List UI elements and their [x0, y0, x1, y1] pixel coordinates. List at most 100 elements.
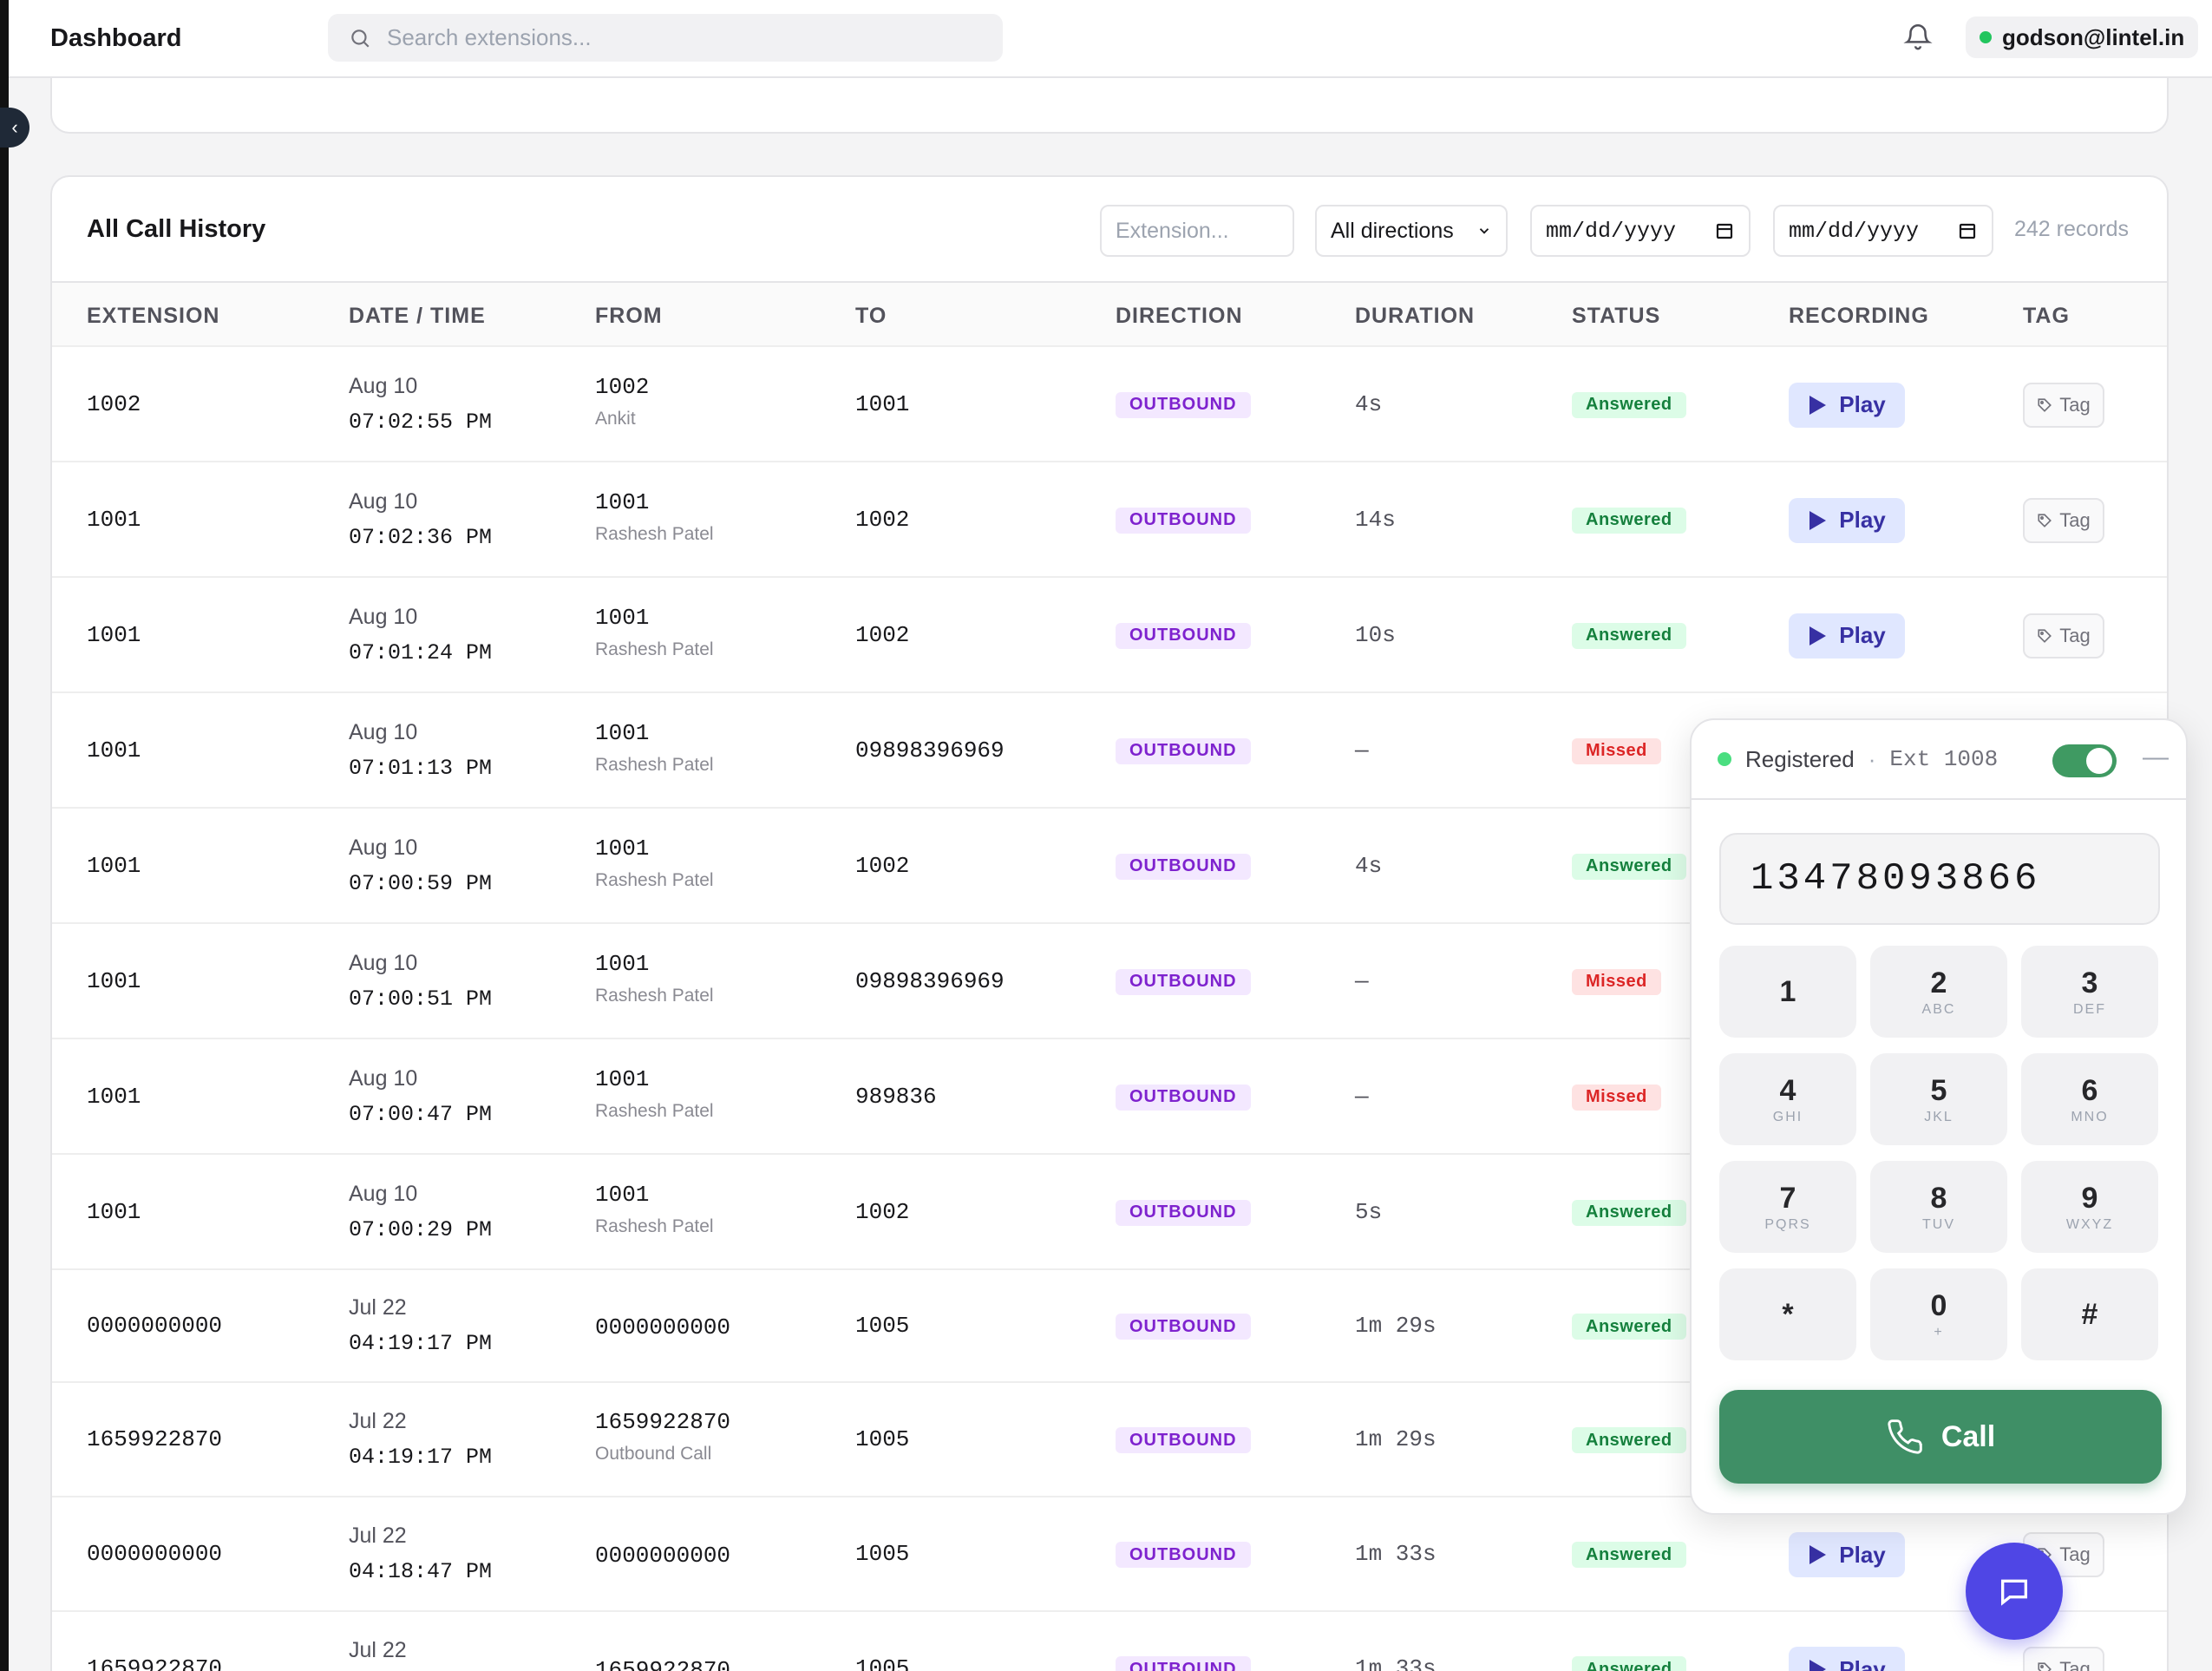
call-button[interactable]: Call: [1719, 1390, 2162, 1484]
row-to: 1005: [855, 1313, 910, 1339]
date-to-input[interactable]: mm/dd/yyyy: [1773, 205, 1993, 257]
col-to[interactable]: TO: [855, 304, 887, 328]
direction-badge: OUTBOUND: [1116, 1427, 1251, 1453]
row-extension: 1001: [87, 967, 141, 994]
tag-label: Tag: [2059, 624, 2091, 646]
table-row[interactable]: 1659922870 Jul 22 1659922870 1005 OUTBOUND 1m…: [52, 1612, 2167, 1671]
row-to: 09898396969: [855, 737, 1005, 763]
col-status[interactable]: STATUS: [1572, 304, 1661, 328]
row-from-number: 1001: [595, 835, 650, 862]
col-extension[interactable]: EXTENSION: [87, 304, 220, 328]
tag-button[interactable]: Tag: [2023, 1647, 2104, 1671]
key-digit: 6: [2081, 1073, 2098, 1107]
row-from-number: 1659922870: [595, 1409, 731, 1435]
row-from: 1659922870: [595, 1657, 730, 1671]
keypad-key-5[interactable]: 5 JKL: [1870, 1053, 2007, 1145]
chat-icon: [2001, 1579, 2027, 1606]
search-input[interactable]: [387, 24, 977, 51]
direction-select[interactable]: All directions: [1315, 205, 1508, 257]
calendar-icon[interactable]: [1714, 220, 1735, 241]
row-from: 1001 Rashesh Patel: [595, 836, 714, 891]
play-recording-button[interactable]: Play: [1789, 1532, 1905, 1577]
row-to: 1002: [855, 852, 910, 879]
row-extension: 1001: [87, 852, 141, 879]
row-time: 04:18:47 PM: [349, 1559, 493, 1584]
tag-button[interactable]: Tag: [2023, 613, 2104, 659]
tag-label: Tag: [2059, 508, 2091, 531]
row-to: 1002: [855, 621, 910, 648]
key-digit: 3: [2081, 966, 2098, 999]
col-tag[interactable]: TAG: [2023, 304, 2070, 328]
keypad-key-9[interactable]: 9 WXYZ: [2021, 1161, 2158, 1253]
status-badge: Answered: [1572, 622, 1686, 649]
row-extension: 1001: [87, 506, 141, 533]
keypad-key-6[interactable]: 6 MNO: [2021, 1053, 2158, 1145]
play-icon: [1810, 1545, 1827, 1564]
keypad-key-0[interactable]: 0 +: [1870, 1268, 2007, 1360]
col-recording[interactable]: RECORDING: [1789, 304, 1929, 328]
col-datetime[interactable]: DATE / TIME: [349, 304, 486, 328]
online-status-dot: [1980, 31, 1992, 43]
play-label: Play: [1839, 507, 1886, 533]
search-bar[interactable]: [328, 14, 1003, 62]
row-date: Aug 10: [349, 604, 418, 629]
play-recording-button[interactable]: Play: [1789, 382, 1905, 428]
col-duration[interactable]: DURATION: [1355, 304, 1476, 328]
keypad-key-8[interactable]: 8 TUV: [1870, 1161, 2007, 1253]
row-extension: 1001: [87, 1083, 141, 1110]
calendar-icon[interactable]: [1957, 220, 1978, 241]
col-direction[interactable]: DIRECTION: [1116, 304, 1243, 328]
row-extension: 1001: [87, 737, 141, 763]
keypad-key-3[interactable]: 3 DEF: [2021, 946, 2158, 1038]
page-title: Dashboard: [50, 23, 182, 52]
table-row[interactable]: 1001 Aug 10 07:01:24 PM 1001 Rashesh Patel 10…: [52, 578, 2167, 693]
date-from-value: mm/dd/yyyy: [1546, 218, 1677, 244]
row-from-number: 1001: [595, 488, 650, 515]
key-digit: 2: [1930, 966, 1947, 999]
extension-filter-input[interactable]: Extension...: [1100, 205, 1294, 257]
key-letters: JKL: [1924, 1109, 1953, 1124]
row-datetime: Aug 10 07:01:24 PM: [349, 600, 492, 671]
table-row[interactable]: 0000000000 Jul 22 04:18:47 PM 0000000000 100…: [52, 1497, 2167, 1612]
chevron-left-icon: ‹: [11, 116, 18, 138]
records-count: 242 records: [2014, 217, 2130, 241]
row-date: Aug 10: [349, 719, 418, 744]
user-menu[interactable]: godson@lintel.in: [1966, 16, 2199, 58]
status-badge: Answered: [1572, 1314, 1686, 1340]
minimize-button[interactable]: —: [2143, 743, 2169, 771]
row-time: 07:00:51 PM: [349, 986, 493, 1012]
row-from-name: Rashesh Patel: [595, 869, 714, 890]
row-from: 1002 Ankit: [595, 374, 649, 429]
tag-button[interactable]: Tag: [2023, 382, 2104, 428]
keypad-key-hash[interactable]: #: [2021, 1268, 2158, 1360]
play-recording-button[interactable]: Play: [1789, 497, 1905, 543]
date-from-input[interactable]: mm/dd/yyyy: [1530, 205, 1751, 257]
keypad-key-1[interactable]: 1: [1719, 946, 1856, 1038]
key-letters: GHI: [1772, 1109, 1803, 1124]
dial-number-display[interactable]: 13478093866: [1719, 833, 2160, 925]
direction-badge: OUTBOUND: [1116, 1084, 1251, 1111]
sidebar-collapse-button[interactable]: ‹: [0, 108, 29, 147]
table-row[interactable]: 1001 Aug 10 07:02:36 PM 1001 Rashesh Patel 10…: [52, 462, 2167, 578]
row-from: 1001 Rashesh Patel: [595, 720, 714, 776]
table-row[interactable]: 1002 Aug 10 07:02:55 PM 1002 Ankit 1001 OUTBOU…: [52, 347, 2167, 462]
chat-fab[interactable]: [1966, 1543, 2063, 1640]
row-from-number: 1001: [595, 1065, 650, 1092]
keypad-key-2[interactable]: 2 ABC: [1870, 946, 2007, 1038]
row-to: 989836: [855, 1083, 937, 1110]
direction-badge: OUTBOUND: [1116, 1542, 1251, 1568]
row-datetime: Aug 10 07:00:59 PM: [349, 830, 492, 901]
play-recording-button[interactable]: Play: [1789, 1647, 1905, 1671]
row-from-number: 1001: [595, 719, 650, 746]
keypad-key-star[interactable]: *: [1719, 1268, 1856, 1360]
keypad-key-4[interactable]: 4 GHI: [1719, 1053, 1856, 1145]
registered-dot: [1718, 752, 1731, 766]
registration-toggle[interactable]: [2052, 744, 2117, 777]
tag-button[interactable]: Tag: [2023, 497, 2104, 543]
tag-icon: [2038, 628, 2052, 643]
keypad-key-7[interactable]: 7 PQRS: [1719, 1161, 1856, 1253]
direction-badge: OUTBOUND: [1116, 1314, 1251, 1340]
notifications-button[interactable]: [1903, 21, 1933, 56]
play-recording-button[interactable]: Play: [1789, 613, 1905, 659]
col-from[interactable]: FROM: [595, 304, 663, 328]
